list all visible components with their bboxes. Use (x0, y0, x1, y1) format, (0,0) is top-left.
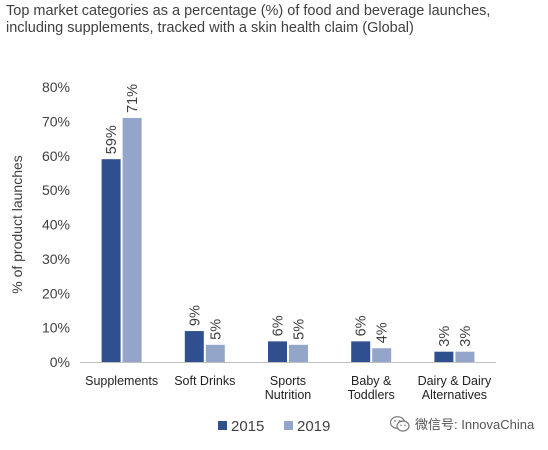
bar-value-label: 9% (187, 305, 203, 326)
bar-2019 (289, 344, 308, 362)
y-axis-title-group: % of product launches (9, 155, 25, 294)
x-tick-label-line: Sports (270, 374, 306, 388)
bar-2015 (268, 341, 287, 362)
bar-value-label: 6% (354, 315, 370, 336)
legend: 2015 2019 (218, 418, 330, 435)
x-tick-label: Dairy & Dairy Alternatives (418, 374, 492, 402)
y-tick-labels: 0% 10% 20% 30% 40% 50% 60% 70% 80% (42, 79, 70, 370)
bar-2015 (101, 159, 121, 362)
x-tick-label: Sports Nutrition (265, 374, 312, 402)
watermark-text: 微信号: InnovaChina (415, 417, 535, 432)
y-tick-label: 30% (42, 251, 70, 267)
bar-value-label: 5% (292, 319, 308, 340)
bar-2015 (434, 351, 454, 362)
bars (101, 117, 475, 362)
y-tick-label: 10% (42, 320, 70, 336)
y-tick-label: 50% (42, 182, 70, 198)
bar-value-label: 6% (271, 315, 287, 336)
wechat-icon (390, 415, 410, 432)
bar-value-label: 71% (125, 84, 141, 113)
bar-value-label: 5% (208, 319, 224, 340)
bar-value-label: 4% (375, 322, 391, 343)
bar-value-label: 3% (458, 326, 474, 347)
legend-swatch-2019 (284, 421, 293, 430)
x-tick-label-line: Toddlers (348, 388, 395, 402)
x-tick-label: Supplements (85, 374, 158, 388)
bar-2015 (184, 331, 204, 362)
chart-title-line-1: Top market categories as a percentage (%… (6, 3, 491, 19)
bar-2019 (455, 351, 475, 362)
bar-value-label: 3% (437, 326, 453, 347)
y-tick-label: 60% (42, 148, 70, 164)
x-tick-label-line: Dairy & Dairy (418, 374, 492, 388)
y-tick-label: 70% (42, 113, 70, 129)
x-tick-label: Soft Drinks (174, 374, 235, 388)
x-tick-label-line: Baby & (351, 374, 392, 388)
bar-2019 (122, 117, 142, 362)
x-tick-labels: Supplements Soft Drinks Sports Nutrition Bab… (85, 374, 492, 402)
x-tick-label-line: Soft Drinks (174, 374, 235, 388)
watermark: 微信号: InnovaChina (390, 414, 534, 433)
x-tick-label-line: Nutrition (265, 388, 312, 402)
chart-title-line-2: including supplements, tracked with a sk… (6, 20, 414, 36)
legend-label-2015: 2015 (231, 418, 264, 435)
y-tick-label: 20% (42, 285, 70, 301)
x-tick-label-line: Alternatives (422, 388, 487, 402)
y-axis-title: % of product launches (9, 155, 25, 294)
x-tick-label-line: Supplements (85, 374, 158, 388)
bar-2019 (372, 348, 392, 362)
bar-value-labels: 59%71%9%5% 6% 5% 6% 4% 3% 3% (104, 84, 474, 347)
y-tick-label: 0% (50, 354, 70, 370)
y-tick-label: 80% (42, 79, 70, 95)
chart-title: Top market categories as a percentage (%… (6, 3, 542, 37)
y-tick-label: 40% (42, 217, 70, 233)
x-tick-label: Baby & Toddlers (348, 374, 395, 402)
bar-2015 (351, 341, 371, 362)
bar-2019 (205, 344, 225, 362)
legend-label-2019: 2019 (297, 418, 330, 435)
bar-value-label: 59% (104, 125, 120, 154)
legend-swatch-2015 (218, 421, 227, 430)
